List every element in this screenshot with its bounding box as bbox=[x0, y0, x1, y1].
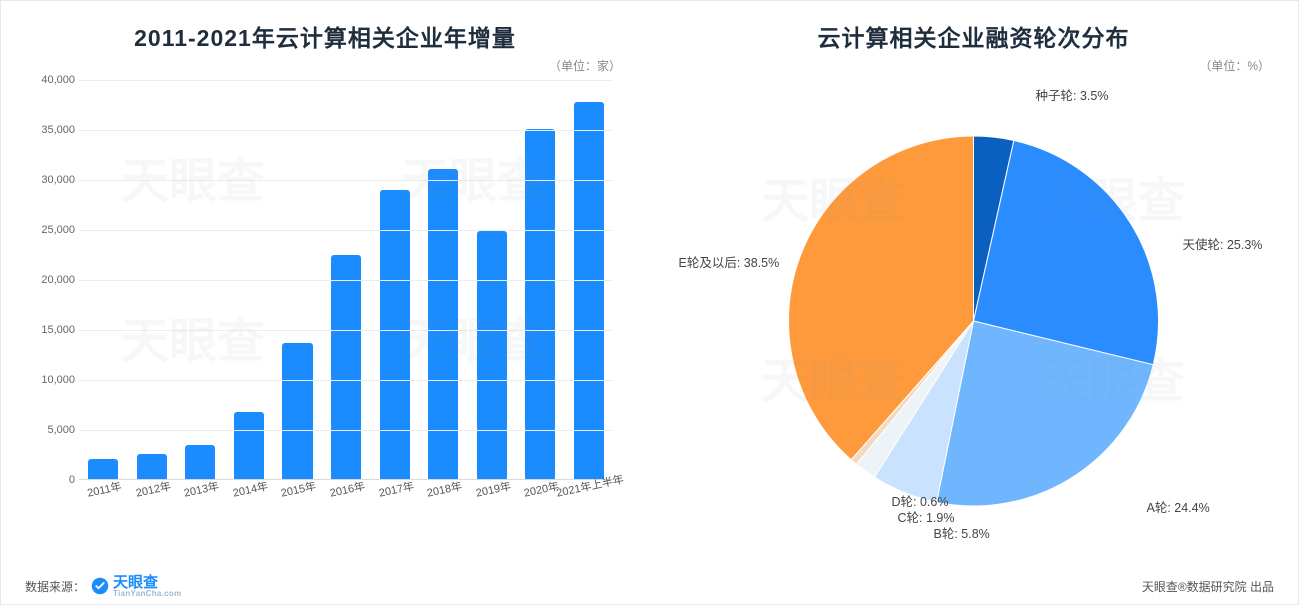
footer: 数据来源： 天眼查 TianYanCha.com 天眼查®数据研究院 出品 bbox=[1, 568, 1298, 604]
pie-chart-panel: 云计算相关企业融资轮次分布 （单位：%） 种子轮: 3.5% 天使轮: 25.3%… bbox=[649, 1, 1298, 561]
bar bbox=[137, 454, 167, 479]
pie-label: C轮: 1.9% bbox=[898, 510, 955, 527]
bar bbox=[477, 231, 507, 479]
pie-label: B轮: 5.8% bbox=[934, 526, 990, 543]
gridline bbox=[79, 430, 613, 431]
bar bbox=[282, 343, 312, 479]
bar bbox=[234, 412, 264, 479]
brand-sub: TianYanCha.com bbox=[113, 590, 182, 598]
gridline bbox=[79, 130, 613, 131]
xtick-label: 2011年 bbox=[86, 478, 123, 501]
pie-label: E轮及以后: 38.5% bbox=[679, 255, 780, 272]
ytick-label: 5,000 bbox=[29, 424, 75, 436]
xtick-label: 2016年 bbox=[328, 478, 366, 501]
pie-chart-area: 种子轮: 3.5%天使轮: 25.3%A轮: 24.4%B轮: 5.8%C轮: … bbox=[677, 88, 1270, 538]
pie-label: D轮: 0.6% bbox=[892, 494, 949, 511]
bar-chart-unit: （单位：家） bbox=[29, 57, 621, 74]
bar bbox=[380, 190, 410, 479]
gridline bbox=[79, 330, 613, 331]
xtick-label: 2015年 bbox=[280, 478, 318, 501]
gridline bbox=[79, 280, 613, 281]
bar bbox=[331, 255, 361, 479]
bar-chart-plot: 2011年2012年2013年2014年2015年2016年2017年2018年… bbox=[79, 80, 613, 480]
ytick-label: 20,000 bbox=[29, 274, 75, 286]
source-prefix: 数据来源： bbox=[25, 578, 85, 595]
xtick-label: 2017年 bbox=[377, 478, 415, 501]
bar bbox=[185, 445, 215, 479]
ytick-label: 0 bbox=[29, 474, 75, 486]
ytick-label: 15,000 bbox=[29, 324, 75, 336]
pie-svg bbox=[677, 88, 1270, 538]
bar-chart-title: 2011-2021年云计算相关企业年增量 bbox=[29, 19, 621, 53]
eye-check-icon bbox=[91, 577, 109, 595]
ytick-label: 35,000 bbox=[29, 124, 75, 136]
ytick-label: 10,000 bbox=[29, 374, 75, 386]
bar bbox=[525, 129, 555, 479]
gridline bbox=[79, 380, 613, 381]
xtick-label: 2014年 bbox=[231, 478, 269, 501]
xtick-label: 2013年 bbox=[183, 478, 221, 501]
pie-label: 种子轮: 3.5% bbox=[1036, 88, 1109, 105]
ytick-label: 25,000 bbox=[29, 224, 75, 236]
gridline bbox=[79, 230, 613, 231]
pie-chart-unit: （单位：%） bbox=[677, 57, 1270, 74]
footer-right: 天眼查®数据研究院 出品 bbox=[1142, 578, 1274, 595]
pie-label: 天使轮: 25.3% bbox=[1183, 237, 1263, 254]
brand-logo: 天眼查 TianYanCha.com bbox=[91, 575, 182, 598]
xtick-label: 2018年 bbox=[425, 478, 463, 501]
bar bbox=[428, 169, 458, 479]
pie-label: A轮: 24.4% bbox=[1147, 500, 1210, 517]
ytick-label: 40,000 bbox=[29, 74, 75, 86]
brand-name: 天眼查 bbox=[113, 575, 182, 590]
pie-chart-title: 云计算相关企业融资轮次分布 bbox=[677, 19, 1270, 53]
xtick-label: 2012年 bbox=[134, 478, 172, 501]
bar bbox=[574, 102, 604, 479]
gridline bbox=[79, 80, 613, 81]
ytick-label: 30,000 bbox=[29, 174, 75, 186]
xtick-label: 2019年 bbox=[474, 478, 512, 501]
gridline bbox=[79, 180, 613, 181]
bar bbox=[88, 459, 118, 479]
bar-chart-panel: 2011-2021年云计算相关企业年增量 （单位：家） 0 5,000 10,000… bbox=[1, 1, 649, 561]
